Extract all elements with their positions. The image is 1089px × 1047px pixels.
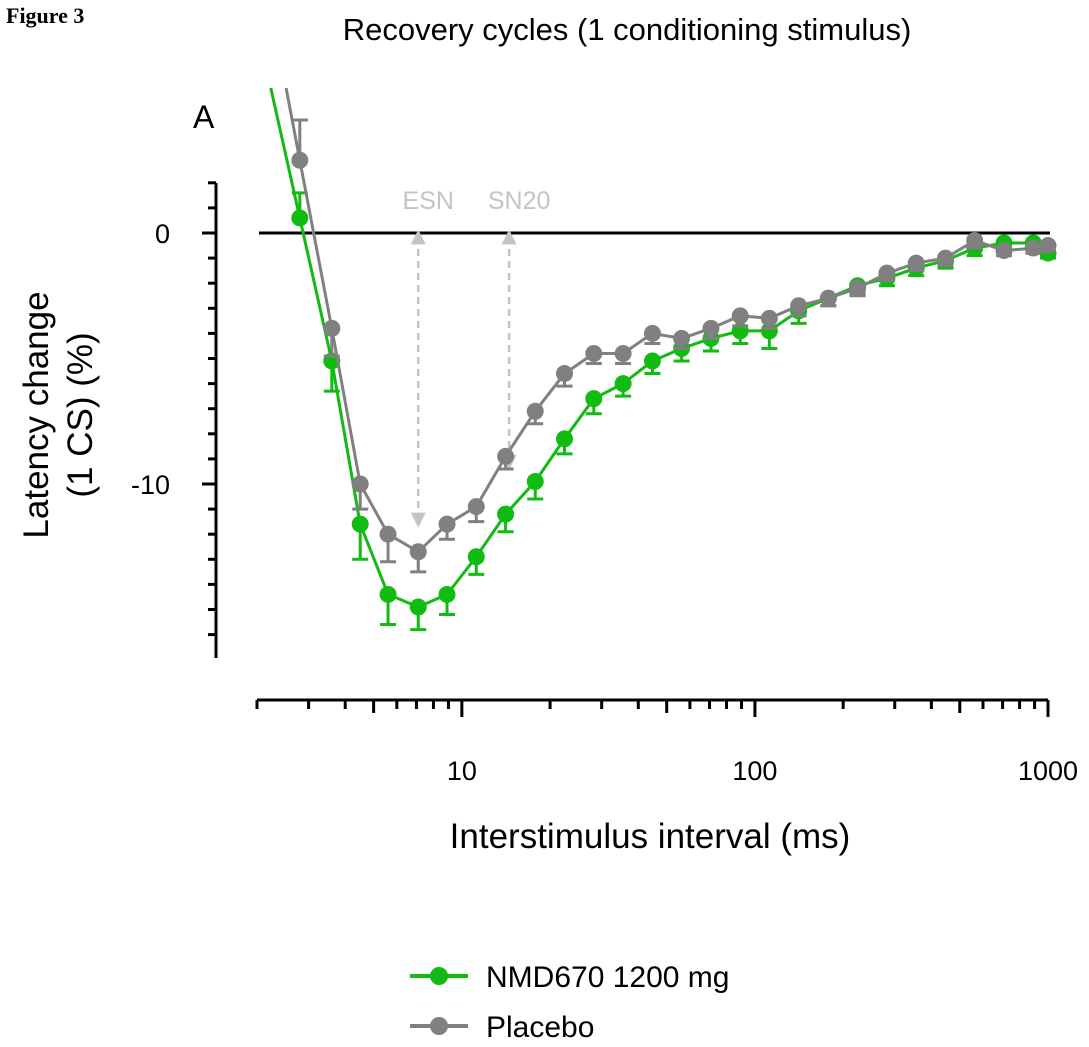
chart-title: Recovery cycles (1 conditioning stimulus…: [343, 12, 912, 47]
series-line: [284, 88, 1049, 554]
data-point: [849, 279, 867, 297]
x-tick-label: 10: [447, 756, 477, 786]
legend-label: Placebo: [486, 1011, 594, 1044]
data-point: [760, 322, 778, 340]
data-point: [409, 543, 427, 561]
data-point: [526, 402, 544, 420]
data-point: [555, 430, 573, 448]
data-point: [643, 352, 661, 370]
data-point: [555, 365, 573, 383]
data-point: [966, 232, 984, 250]
plot-area: ESN SN20: [259, 88, 1057, 632]
data-point: [497, 447, 515, 465]
figure-label: Figure 3: [6, 3, 84, 28]
y-axis-title-line-1: Latency change: [17, 291, 56, 538]
legend: NMD670 1200 mg Placebo: [410, 961, 729, 1044]
data-point: [760, 309, 778, 327]
data-point: [291, 151, 309, 169]
data-point: [351, 475, 369, 493]
x-tick-label: 100: [732, 756, 777, 786]
data-point: [790, 297, 808, 315]
y-axis: 0 -10: [131, 181, 218, 658]
x-tick-label: 1000: [1018, 756, 1078, 786]
annotation-label-sn20: SN20: [488, 187, 551, 215]
data-point: [585, 390, 603, 408]
data-point: [731, 307, 749, 325]
y-tick-label: -10: [131, 470, 170, 500]
series-1: [284, 88, 1057, 574]
data-point: [614, 344, 632, 362]
legend-swatch-marker: [430, 967, 448, 985]
data-point: [467, 498, 485, 516]
data-point: [878, 264, 896, 282]
series-line: [269, 88, 1049, 609]
data-point: [819, 289, 837, 307]
data-point: [323, 319, 341, 337]
x-axis: 10 100 1000: [255, 698, 1078, 786]
legend-label: NMD670 1200 mg: [486, 961, 729, 994]
data-point: [673, 329, 691, 347]
data-point: [497, 505, 515, 523]
panel-label: A: [193, 99, 215, 135]
data-point: [438, 585, 456, 603]
data-point: [702, 319, 720, 337]
data-point: [526, 472, 544, 490]
annotation-label-esn: ESN: [403, 187, 454, 215]
data-point: [438, 515, 456, 533]
data-point: [614, 375, 632, 393]
data-point: [643, 324, 661, 342]
y-tick-label: 0: [155, 219, 170, 249]
data-point: [995, 242, 1013, 260]
y-axis-title-line-2: (1 CS) (%): [61, 332, 100, 497]
data-point: [585, 344, 603, 362]
legend-swatch-marker: [430, 1017, 448, 1035]
data-point: [907, 254, 925, 272]
data-point: [1039, 237, 1057, 255]
data-point: [351, 515, 369, 533]
data-point: [937, 249, 955, 267]
data-point: [379, 525, 397, 543]
data-point: [291, 209, 309, 227]
data-point: [467, 548, 485, 566]
data-point: [1024, 239, 1042, 257]
data-point: [409, 598, 427, 616]
data-point: [379, 585, 397, 603]
x-axis-title: Interstimulus interval (ms): [450, 817, 851, 856]
